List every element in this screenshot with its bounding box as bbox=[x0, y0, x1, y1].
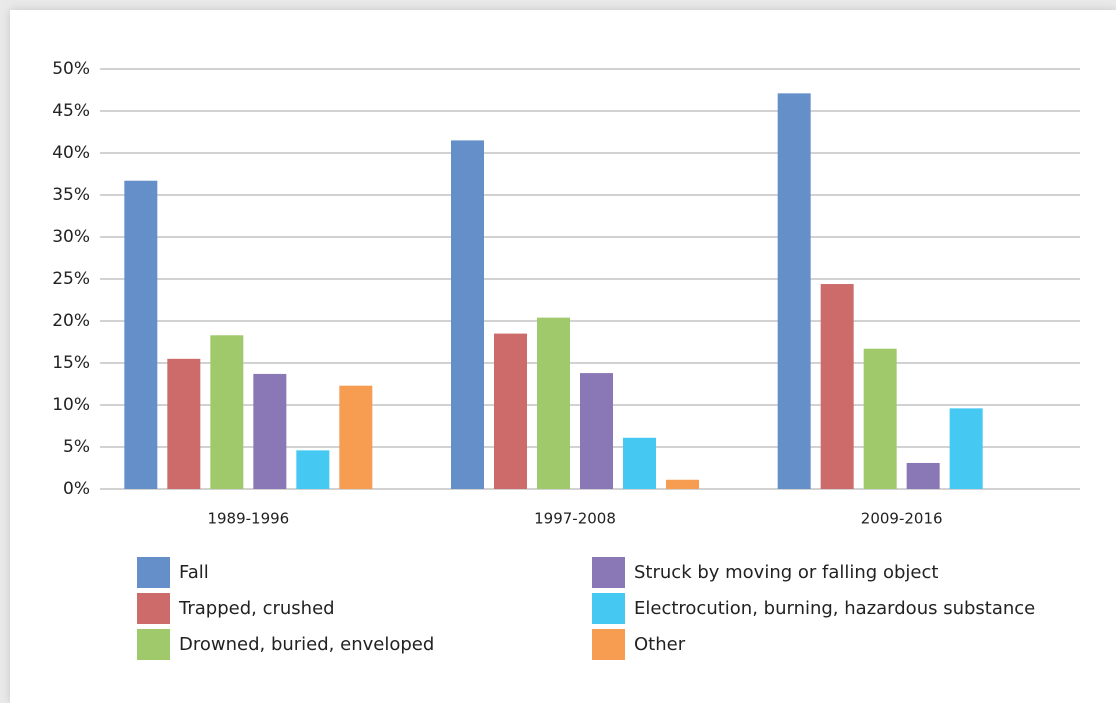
y-tick-label: 5% bbox=[63, 437, 90, 457]
bar bbox=[339, 385, 373, 489]
legend-label: Drowned, buried, enveloped bbox=[179, 634, 434, 655]
y-tick-label: 15% bbox=[52, 353, 90, 373]
bar bbox=[949, 408, 983, 489]
bar bbox=[580, 373, 613, 489]
y-tick-label: 30% bbox=[52, 227, 90, 247]
bar bbox=[124, 180, 158, 489]
bar bbox=[537, 317, 570, 489]
bar bbox=[820, 284, 854, 489]
y-tick-label: 25% bbox=[52, 269, 90, 289]
bar bbox=[777, 93, 811, 490]
legend-label: Struck by moving or falling object bbox=[634, 562, 938, 583]
y-tick-label: 10% bbox=[52, 395, 90, 415]
legend-swatch bbox=[592, 593, 625, 624]
legend-swatch bbox=[592, 557, 625, 588]
bar bbox=[863, 348, 897, 489]
y-tick-label: 50% bbox=[52, 59, 90, 79]
bar bbox=[296, 450, 330, 489]
y-tick-label: 20% bbox=[52, 311, 90, 331]
x-tick-label: 1997-2008 bbox=[534, 510, 616, 528]
bar bbox=[210, 335, 244, 489]
bar bbox=[167, 358, 201, 489]
bar bbox=[253, 373, 287, 489]
legend-label: Other bbox=[634, 634, 686, 655]
y-tick-label: 40% bbox=[52, 143, 90, 163]
bar bbox=[666, 479, 699, 489]
legend-label: Trapped, crushed bbox=[178, 598, 335, 619]
bar bbox=[623, 437, 656, 489]
x-tick-label: 2009-2016 bbox=[861, 510, 943, 528]
bar bbox=[451, 140, 484, 489]
legend-swatch bbox=[137, 593, 170, 624]
bar bbox=[906, 462, 940, 489]
legend-swatch bbox=[137, 629, 170, 660]
x-tick-label: 1989-1996 bbox=[207, 510, 289, 528]
bar bbox=[494, 333, 527, 489]
legend-swatch bbox=[137, 557, 170, 588]
y-tick-label: 35% bbox=[52, 185, 90, 205]
legend-label: Fall bbox=[179, 562, 209, 583]
legend-label: Electrocution, burning, hazardous substa… bbox=[634, 598, 1035, 619]
y-tick-label: 45% bbox=[52, 101, 90, 121]
legend-swatch bbox=[592, 629, 625, 660]
y-tick-label: 0% bbox=[63, 479, 90, 499]
